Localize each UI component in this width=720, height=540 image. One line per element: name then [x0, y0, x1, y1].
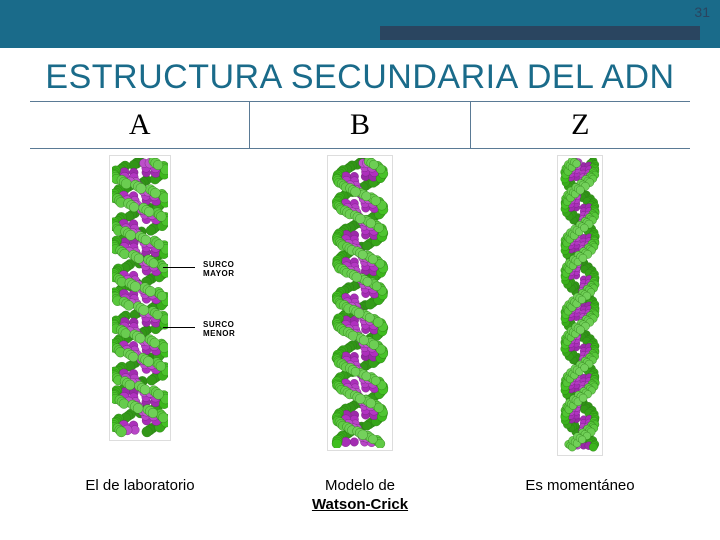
groove-label-minor: SURCOMENOR [203, 321, 235, 339]
col-letter: Z [571, 108, 589, 141]
caption-text: El de laboratorio [85, 477, 194, 494]
col-letter: B [350, 108, 370, 141]
caption-a: El de laboratorio [30, 477, 250, 515]
col-header-a: A [30, 102, 249, 148]
slide-number: 31 [694, 4, 710, 20]
helix-cell-a: SURCOMAYOR SURCOMENOR [30, 155, 250, 465]
col-letter: A [129, 108, 151, 141]
col-header-b: B [249, 102, 469, 148]
caption-text: Es momentáneo [525, 477, 634, 494]
slide-title: ESTRUCTURA SECUNDARIA DEL ADN [0, 58, 720, 97]
groove-label-major: SURCOMAYOR [203, 261, 235, 279]
helix-row: SURCOMAYOR SURCOMENOR [30, 155, 690, 465]
caption-bold: Watson-Crick [312, 496, 408, 513]
groove-line-major [163, 267, 195, 268]
groove-line-minor [163, 327, 195, 328]
helix-z [557, 155, 603, 456]
helix-b [327, 155, 393, 451]
helix-cell-b [250, 155, 470, 465]
caption-line1: Modelo de [325, 477, 395, 494]
col-header-z: Z [470, 102, 690, 148]
captions-row: El de laboratorio Modelo de Watson-Crick… [30, 477, 690, 515]
caption-b: Modelo de Watson-Crick [250, 477, 470, 515]
helix-cell-z [470, 155, 690, 465]
caption-z: Es momentáneo [470, 477, 690, 515]
column-headers: A B Z [30, 101, 690, 149]
header-accent [380, 26, 700, 40]
helix-a [109, 155, 171, 441]
header-bar: 31 [0, 0, 720, 48]
